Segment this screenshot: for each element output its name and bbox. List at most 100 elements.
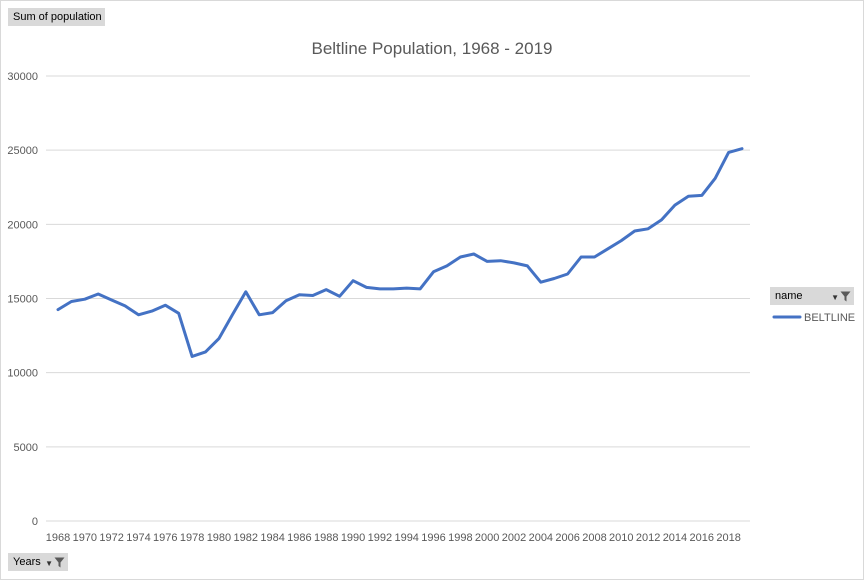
data-point [714, 177, 716, 179]
y-tick-label: 5000 [14, 442, 38, 454]
x-tick-label: 2004 [529, 532, 553, 544]
data-point [500, 260, 502, 262]
x-tick-label: 1990 [341, 532, 365, 544]
x-tick-label: 1986 [287, 532, 311, 544]
sum-of-population-field-button[interactable]: Sum of population [8, 8, 105, 26]
data-point [151, 310, 153, 312]
data-point [218, 338, 220, 340]
y-tick-label: 25000 [7, 145, 38, 157]
data-point [607, 248, 609, 250]
data-point [325, 289, 327, 291]
data-point [57, 309, 59, 311]
x-tick-label: 2010 [609, 532, 633, 544]
filter-icon[interactable] [54, 557, 65, 568]
data-point [97, 293, 99, 295]
x-tick-label: 2012 [636, 532, 660, 544]
y-tick-label: 15000 [7, 294, 38, 306]
data-point [285, 300, 287, 302]
data-point [205, 351, 207, 353]
data-point [379, 288, 381, 290]
legend: BELTLINE [772, 312, 855, 324]
x-tick-label: 1984 [260, 532, 284, 544]
y-tick-label: 20000 [7, 219, 38, 231]
data-point [580, 256, 582, 258]
data-point [741, 148, 743, 150]
data-point [593, 256, 595, 258]
data-point [567, 273, 569, 275]
data-point [272, 312, 274, 314]
x-tick-label: 1978 [180, 532, 204, 544]
data-point [258, 314, 260, 316]
data-point [728, 151, 730, 153]
y-tick-label: 0 [32, 516, 38, 528]
name-field-button[interactable]: name ▼ [770, 287, 854, 305]
data-point [419, 288, 421, 290]
data-point [674, 204, 676, 206]
x-tick-label: 1996 [421, 532, 445, 544]
data-point [352, 280, 354, 282]
data-point [553, 277, 555, 279]
y-tick-label: 10000 [7, 368, 38, 380]
y-axis-ticks: 0 5000 10000 15000 20000 25000 30000 [7, 71, 38, 528]
data-point [231, 314, 233, 316]
data-point [70, 300, 72, 302]
years-field-button[interactable]: Years ▼ [8, 553, 68, 571]
data-point [137, 314, 139, 316]
data-point [164, 304, 166, 306]
data-point [687, 195, 689, 197]
sum-of-population-label: Sum of population [13, 11, 102, 23]
data-point [191, 355, 193, 357]
data-point [701, 194, 703, 196]
x-tick-label: 2006 [555, 532, 579, 544]
data-point [178, 312, 180, 314]
data-point [339, 295, 341, 297]
x-tick-label: 1994 [394, 532, 418, 544]
x-tick-label: 2008 [582, 532, 606, 544]
data-point [111, 299, 113, 301]
dropdown-arrow-icon[interactable]: ▼ [831, 293, 839, 302]
data-point [406, 287, 408, 289]
series-line-beltline [56, 147, 744, 358]
x-tick-label: 1988 [314, 532, 338, 544]
data-point [540, 281, 542, 283]
x-tick-label: 2000 [475, 532, 499, 544]
x-tick-label: 1972 [99, 532, 123, 544]
x-tick-label: 1968 [46, 532, 70, 544]
dropdown-arrow-icon[interactable]: ▼ [45, 559, 53, 568]
chart-title: Beltline Population, 1968 - 2019 [311, 39, 552, 58]
years-label: Years [13, 556, 41, 568]
data-point [84, 298, 86, 300]
data-point [298, 294, 300, 296]
gridlines [46, 75, 750, 522]
data-point [124, 305, 126, 307]
x-tick-label: 1970 [73, 532, 97, 544]
data-point [365, 286, 367, 288]
data-point [513, 262, 515, 264]
x-tick-label: 2018 [716, 532, 740, 544]
x-tick-label: 1976 [153, 532, 177, 544]
x-tick-label: 1980 [207, 532, 231, 544]
x-tick-label: 1998 [448, 532, 472, 544]
data-point [647, 228, 649, 230]
data-point [634, 230, 636, 232]
y-tick-label: 30000 [7, 71, 38, 83]
data-point [620, 240, 622, 242]
x-tick-label: 2014 [663, 532, 687, 544]
data-point [433, 271, 435, 273]
data-point [486, 260, 488, 262]
filter-icon[interactable] [840, 291, 851, 302]
data-point [661, 219, 663, 221]
data-point [459, 256, 461, 258]
x-tick-label: 1982 [234, 532, 258, 544]
data-point [526, 265, 528, 267]
legend-label: BELTLINE [804, 312, 855, 324]
series-layer [56, 147, 744, 358]
x-axis-ticks: 1968 1970 1972 1974 1976 1978 1980 1982 1984 1986… [46, 532, 741, 544]
name-label: name [775, 290, 803, 302]
data-point [312, 295, 314, 297]
x-tick-label: 1974 [126, 532, 150, 544]
data-point [392, 288, 394, 290]
x-tick-label: 2016 [690, 532, 714, 544]
